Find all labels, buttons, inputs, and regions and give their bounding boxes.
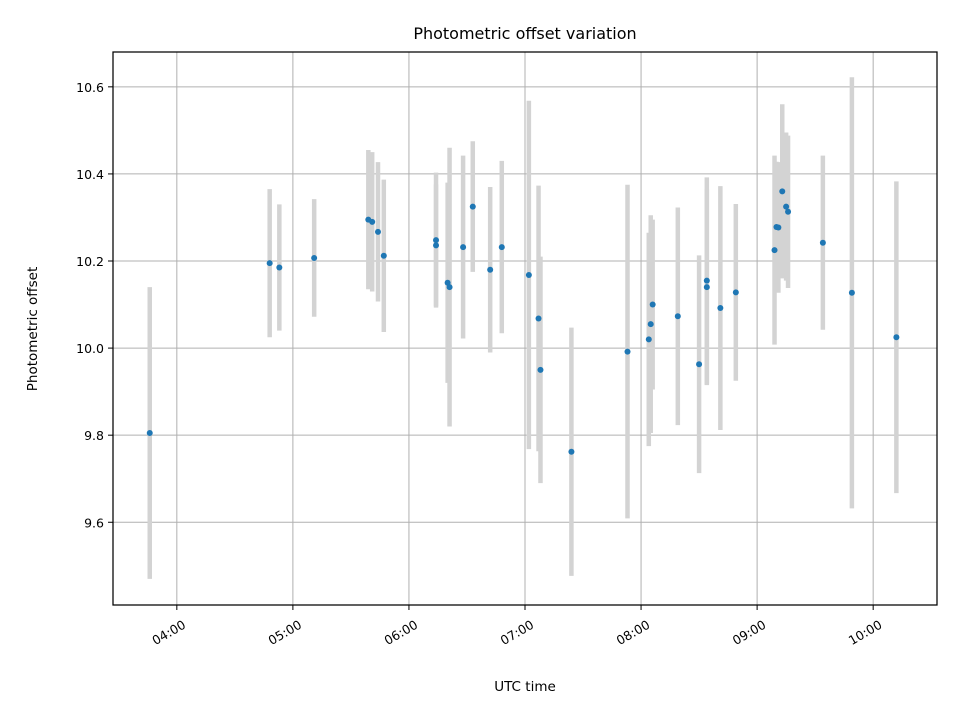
data-point [276, 264, 283, 271]
data-point [266, 260, 273, 267]
data-point [645, 336, 652, 343]
y-tick-label: 10.0 [76, 341, 104, 356]
data-point [771, 247, 778, 254]
data-point [433, 237, 440, 244]
data-point [717, 305, 724, 312]
y-tick-label: 10.4 [76, 167, 104, 182]
chart-title: Photometric offset variation [413, 24, 636, 43]
data-point [703, 277, 710, 284]
data-point [146, 430, 153, 437]
data-point [537, 366, 544, 373]
data-point [369, 218, 376, 225]
data-point [535, 315, 542, 322]
data-point [893, 334, 900, 341]
data-point [374, 228, 381, 235]
y-axis-label: Photometric offset [25, 267, 41, 391]
x-axis-label: UTC time [494, 679, 556, 695]
y-tick-label: 9.8 [84, 428, 104, 443]
data-point [568, 448, 575, 455]
data-points [146, 188, 900, 455]
y-tick-label: 10.2 [76, 254, 104, 269]
data-point [785, 208, 792, 215]
data-point [696, 361, 703, 368]
data-point [525, 271, 532, 278]
grid-lines [113, 52, 937, 605]
y-axis-ticks: 9.6 9.8 10.0 10.2 10.4 10.6 [76, 80, 113, 530]
data-point [674, 313, 681, 320]
data-point [848, 289, 855, 296]
data-point [775, 224, 782, 231]
data-point [649, 301, 656, 308]
data-point [380, 252, 387, 259]
data-point [487, 266, 494, 273]
data-point [779, 188, 786, 195]
data-point [460, 244, 467, 251]
data-point [469, 203, 476, 210]
y-tick-label: 10.6 [76, 80, 104, 95]
data-point [819, 239, 826, 246]
data-point [703, 284, 710, 291]
y-tick-label: 9.6 [84, 515, 104, 530]
data-point [433, 242, 440, 249]
data-point [498, 244, 505, 251]
data-point [732, 289, 739, 296]
data-point [647, 321, 654, 328]
data-point [783, 203, 790, 210]
data-point [311, 254, 318, 261]
data-point [624, 348, 631, 355]
data-point [446, 284, 453, 291]
